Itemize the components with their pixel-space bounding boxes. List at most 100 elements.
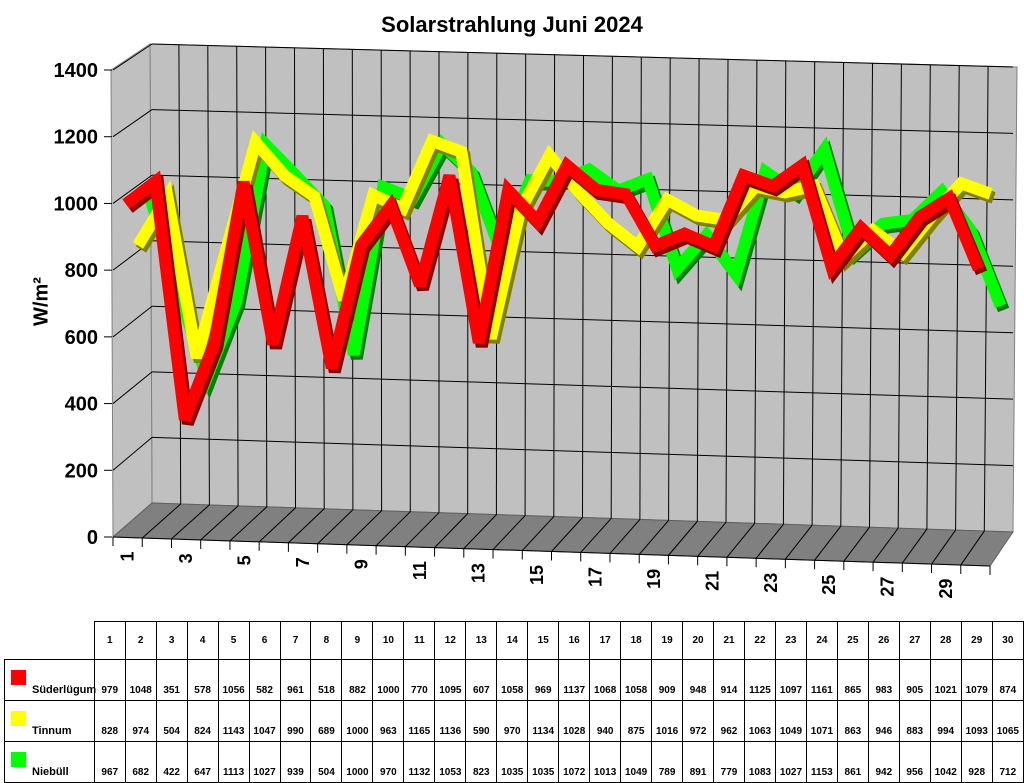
x-tick-label: 25 (819, 575, 839, 595)
table-cell: 504 (156, 701, 187, 742)
table-cell: 1056 (218, 660, 249, 701)
table-cell: 1161 (806, 660, 837, 701)
table-header-day: 28 (930, 622, 961, 660)
table-cell: 863 (837, 701, 868, 742)
table-header-day: 6 (249, 622, 280, 660)
table-cell: 1042 (930, 742, 961, 783)
x-tick-label: 23 (761, 573, 781, 593)
table-cell: 1095 (435, 660, 466, 701)
table-cell: 956 (899, 742, 930, 783)
x-tick-label: 5 (235, 555, 255, 565)
table-cell: 962 (714, 701, 745, 742)
table-cell: 504 (311, 742, 342, 783)
table-cell: 828 (94, 701, 125, 742)
x-tick-label: 7 (293, 557, 313, 567)
table-cell: 1000 (373, 660, 404, 701)
x-tick-label: 29 (936, 579, 956, 599)
x-tick-label: 11 (410, 561, 430, 580)
table-cell: 1153 (806, 742, 837, 783)
table-cell: 1072 (559, 742, 590, 783)
table-cell: 1000 (342, 701, 373, 742)
table-cell: 891 (683, 742, 714, 783)
table-header-day: 2 (125, 622, 156, 660)
table-cell: 1049 (621, 742, 652, 783)
table-cell: 689 (311, 701, 342, 742)
table-cell: 990 (280, 701, 311, 742)
table-cell: 1047 (249, 701, 280, 742)
table-cell: 940 (590, 701, 621, 742)
table-cell: 883 (899, 701, 930, 742)
table-cell: 1027 (249, 742, 280, 783)
table-cell: 967 (94, 742, 125, 783)
table-header-day: 24 (806, 622, 837, 660)
table-cell: 874 (992, 660, 1023, 701)
y-tick-label: 400 (65, 394, 98, 416)
table-cell: 970 (373, 742, 404, 783)
table-cell: 1137 (559, 660, 590, 701)
legend-swatch-icon (11, 670, 26, 685)
table-cell: 1143 (218, 701, 249, 742)
legend-swatch-icon (11, 752, 26, 767)
table-header-day: 27 (899, 622, 930, 660)
table-header-day: 21 (714, 622, 745, 660)
legend-swatch-icon (11, 711, 26, 726)
table-cell: 994 (930, 701, 961, 742)
table-cell: 518 (311, 660, 342, 701)
table-cell: 1035 (497, 742, 528, 783)
table-cell: 942 (868, 742, 899, 783)
table-cell: 948 (683, 660, 714, 701)
table-cell: 1132 (404, 742, 435, 783)
table-header-day: 29 (961, 622, 992, 660)
table-cell: 1125 (744, 660, 775, 701)
table-cell: 972 (683, 701, 714, 742)
table-cell: 770 (404, 660, 435, 701)
table-cell: 1028 (559, 701, 590, 742)
table-header-day: 26 (868, 622, 899, 660)
table-cell: 1071 (806, 701, 837, 742)
table-header-day: 8 (311, 622, 342, 660)
x-tick-label: 19 (644, 569, 664, 589)
table-header-day: 20 (683, 622, 714, 660)
x-tick-label: 13 (468, 563, 488, 583)
x-tick-label: 3 (176, 553, 196, 563)
table-cell: 607 (466, 660, 497, 701)
table-cell: 1068 (590, 660, 621, 701)
table-header-day: 16 (559, 622, 590, 660)
table-header-day: 13 (466, 622, 497, 660)
table-cell: 1027 (775, 742, 806, 783)
table-header-day: 18 (621, 622, 652, 660)
table-cell: 351 (156, 660, 187, 701)
table-cell: 1093 (961, 701, 992, 742)
y-tick-label: 1000 (54, 193, 99, 215)
side-wall (111, 44, 152, 537)
table-cell: 422 (156, 742, 187, 783)
y-tick-label: 1400 (54, 60, 99, 82)
y-tick-label: 800 (65, 260, 98, 282)
table-cell: 905 (899, 660, 930, 701)
table-header-day: 19 (652, 622, 683, 660)
table-header-day: 7 (280, 622, 311, 660)
table-cell: 875 (621, 701, 652, 742)
table-cell: 1053 (435, 742, 466, 783)
legend-entry: Süderlügum (5, 660, 95, 701)
table-cell: 983 (868, 660, 899, 701)
table-cell: 1058 (497, 660, 528, 701)
table-header-day: 30 (992, 622, 1023, 660)
y-tick-label: 1200 (54, 127, 99, 149)
x-tick-label: 27 (878, 577, 898, 597)
table-cell: 789 (652, 742, 683, 783)
table-cell: 590 (466, 701, 497, 742)
table-cell: 928 (961, 742, 992, 783)
table-header-day: 4 (187, 622, 218, 660)
table-cell: 1065 (992, 701, 1023, 742)
table-header-day: 17 (590, 622, 621, 660)
table-cell: 961 (280, 660, 311, 701)
table-cell: 582 (249, 660, 280, 701)
legend-label: Süderlügum (32, 684, 96, 696)
table-cell: 1049 (775, 701, 806, 742)
table-header-day: 5 (218, 622, 249, 660)
